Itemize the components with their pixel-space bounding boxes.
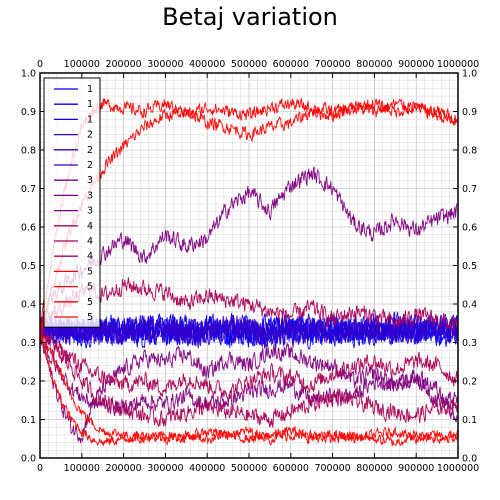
- y-tick-label-right: 0.9: [462, 107, 477, 118]
- chart-title: Betaj variation: [162, 3, 338, 31]
- y-tick-label: 0.2: [21, 377, 36, 388]
- legend-label: 1: [87, 99, 93, 110]
- x-tick-label: 400000: [189, 463, 225, 474]
- y-tick-label: 0.9: [21, 107, 36, 118]
- x-tick-label: 1000000: [437, 463, 479, 474]
- series-line-3-9: [39, 330, 459, 444]
- y-tick-label-right: 0.6: [462, 223, 477, 234]
- y-tick-label: 1.0: [21, 69, 36, 80]
- x-tick-label: 600000: [273, 463, 309, 474]
- x-tick-label-top: 600000: [273, 59, 309, 70]
- series-line-3-7: [39, 166, 459, 332]
- y-tick-label-right: 0.8: [462, 146, 477, 157]
- x-tick-label: 800000: [356, 463, 392, 474]
- x-tick-label-top: 700000: [314, 59, 350, 70]
- y-tick-label-right: 0.1: [462, 415, 477, 426]
- x-tick-label-top: 200000: [105, 59, 141, 70]
- x-tick-label: 900000: [398, 463, 434, 474]
- x-tick-label-top: 800000: [356, 59, 392, 70]
- y-tick-label: 0.5: [21, 261, 36, 272]
- y-tick-label: 0.3: [21, 338, 36, 349]
- legend-label: 5: [87, 282, 93, 293]
- y-tick-label-right: 0.0: [462, 454, 477, 465]
- y-tick-label-right: 0.4: [462, 300, 477, 311]
- series-line-5-15: [39, 328, 459, 447]
- y-tick-label-right: 0.7: [462, 184, 477, 195]
- legend-label: 5: [87, 297, 93, 308]
- y-tick-label: 0.0: [21, 454, 36, 465]
- x-tick-label-top: 400000: [189, 59, 225, 70]
- y-tick-label-right: 0.3: [462, 338, 477, 349]
- x-tick-label: 200000: [105, 463, 141, 474]
- y-tick-label: 0.4: [21, 300, 36, 311]
- x-tick-label-top: 0: [37, 59, 43, 70]
- x-tick-label-top: 300000: [147, 59, 183, 70]
- legend-label: 2: [87, 130, 93, 141]
- legend-label: 4: [87, 221, 93, 232]
- legend-label: 4: [87, 236, 93, 247]
- legend-label: 2: [87, 160, 93, 171]
- x-tick-label: 700000: [314, 463, 350, 474]
- y-tick-label-right: 1.0: [462, 69, 477, 80]
- series-line-5-14: [39, 98, 459, 328]
- series-line-4-11: [39, 277, 459, 337]
- axis-ticks: 0010000010000020000020000030000030000040…: [21, 59, 479, 474]
- y-tick-label-right: 0.5: [462, 261, 477, 272]
- legend-label: 1: [87, 114, 93, 125]
- series-line-5-16: [39, 330, 459, 447]
- y-tick-label: 0.1: [21, 415, 36, 426]
- x-tick-label: 0: [37, 463, 43, 474]
- legend-label: 3: [87, 206, 93, 217]
- x-tick-label: 100000: [64, 463, 100, 474]
- x-tick-label-top: 1000000: [437, 59, 479, 70]
- y-tick-label: 0.8: [21, 146, 36, 157]
- legend-label: 5: [87, 266, 93, 277]
- series-line-2-6: [39, 313, 459, 350]
- series-group: [39, 97, 459, 447]
- y-tick-label-right: 0.2: [462, 377, 477, 388]
- x-tick-label-top: 100000: [64, 59, 100, 70]
- series-line-4-12: [39, 325, 459, 428]
- legend-label: 3: [87, 175, 93, 186]
- x-tick-label-top: 900000: [398, 59, 434, 70]
- y-tick-label: 0.6: [21, 223, 36, 234]
- legend-label: 2: [87, 145, 93, 156]
- x-tick-label-top: 500000: [231, 59, 267, 70]
- legend-label: 4: [87, 251, 93, 262]
- x-tick-label: 300000: [147, 463, 183, 474]
- legend-label: 3: [87, 190, 93, 201]
- legend-label: 5: [87, 312, 93, 323]
- series-line-4-10: [39, 324, 459, 403]
- legend-label: 1: [87, 84, 93, 95]
- x-tick-label: 500000: [231, 463, 267, 474]
- y-tick-label: 0.7: [21, 184, 36, 195]
- legend: 1 1 1 2 2 2 3 3 3 4 4 4 5 5 5 5: [43, 77, 101, 328]
